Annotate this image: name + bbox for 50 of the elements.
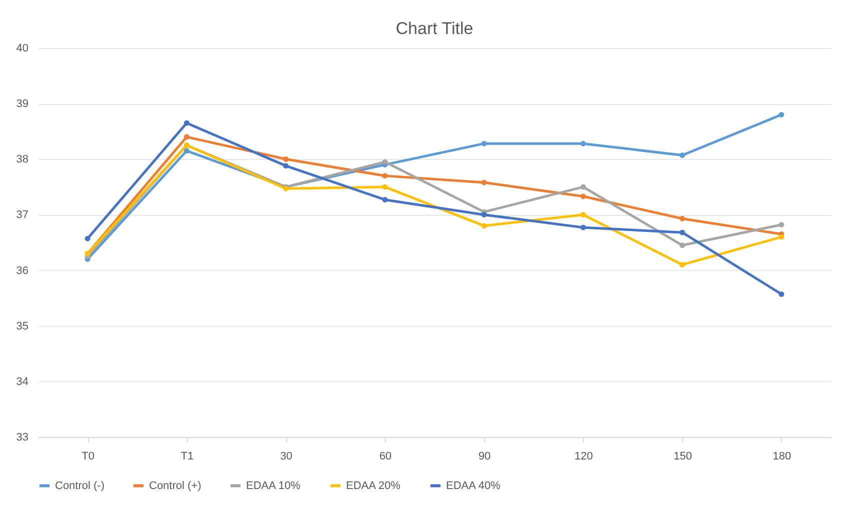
- y-tick-label: 40: [16, 42, 28, 54]
- point: [778, 112, 784, 118]
- y-tick-label: 37: [16, 209, 28, 222]
- point: [580, 194, 586, 200]
- y-tick-label: 39: [16, 98, 28, 110]
- point: [382, 159, 388, 165]
- point: [680, 262, 686, 268]
- point: [283, 156, 289, 162]
- chart-title: Chart Title: [396, 19, 474, 38]
- legend-label: EDAA 40%: [446, 480, 501, 492]
- point: [778, 291, 784, 297]
- x-tick-label: 30: [280, 450, 292, 462]
- legend-label: Control (-): [55, 480, 105, 492]
- x-tick-label: 150: [674, 450, 692, 462]
- point: [680, 242, 686, 248]
- legend-label: EDAA 10%: [246, 480, 301, 492]
- point: [84, 236, 90, 242]
- point: [382, 196, 388, 202]
- point: [382, 184, 388, 190]
- legend-label: EDAA 20%: [346, 480, 401, 492]
- point: [680, 230, 686, 236]
- point: [580, 224, 586, 230]
- x-tick-label: 60: [379, 450, 392, 462]
- point: [778, 234, 784, 240]
- point: [481, 223, 487, 229]
- y-tick-label: 34: [16, 376, 28, 388]
- point: [481, 180, 487, 186]
- y-tick-label: 35: [16, 320, 28, 332]
- point: [184, 134, 190, 140]
- point: [580, 212, 586, 218]
- point: [481, 212, 487, 218]
- x-tick-label: 90: [478, 450, 491, 462]
- point: [283, 163, 289, 169]
- y-tick-label: 36: [16, 264, 28, 277]
- x-tick-label: 120: [574, 450, 593, 462]
- point: [680, 152, 686, 158]
- x-tick-label: T1: [180, 450, 194, 462]
- x-tick-label: 180: [772, 450, 792, 462]
- point: [580, 140, 586, 146]
- point: [481, 140, 487, 146]
- point: [184, 120, 190, 126]
- point: [778, 222, 784, 228]
- legend-label: Control (+): [149, 480, 202, 492]
- y-tick-label: 38: [16, 154, 28, 166]
- point: [184, 148, 190, 154]
- point: [580, 184, 586, 190]
- point: [680, 216, 686, 222]
- point: [382, 173, 388, 179]
- x-tick-label: T0: [82, 450, 94, 462]
- y-tick-label: 33: [16, 432, 28, 444]
